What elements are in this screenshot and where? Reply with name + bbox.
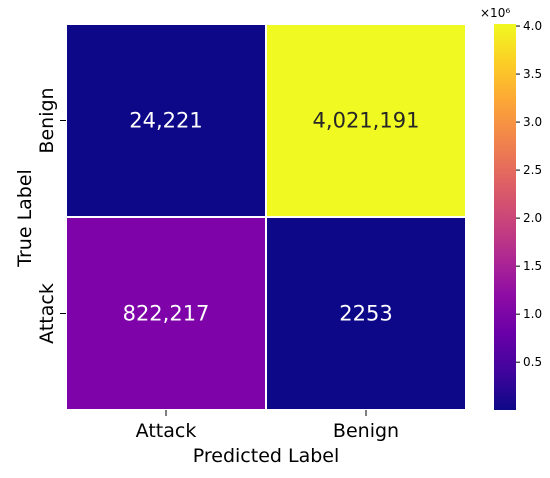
colorbar-tick-label: 4.0 [523, 19, 542, 33]
cell-value-label: 4,021,191 [313, 109, 420, 133]
colorbar-tick-label: 0.5 [523, 355, 542, 369]
colorbar-tick-label: 2.0 [523, 211, 542, 225]
x-tick-label: Attack [136, 420, 197, 442]
y-tick-label: Attack [36, 283, 58, 344]
colorbar-tick-label: 2.5 [523, 163, 542, 177]
colorbar-tick-label: 3.5 [523, 67, 542, 81]
cell-value-label: 24,221 [129, 109, 202, 133]
colorbar [494, 24, 516, 410]
cell-value-label: 2253 [339, 302, 392, 326]
colorbar-tick-label: 1.5 [523, 259, 542, 273]
heatmap-cell-benign-benign [265, 23, 467, 218]
colorbar-tick-label: 1.0 [523, 307, 542, 321]
heatmap-cell-benign-attack [65, 23, 267, 218]
heatmap-cell-attack-benign [265, 216, 467, 411]
colorbar-multiplier-label: ×10⁶ [480, 6, 510, 20]
x-axis-title: Predicted Label [193, 445, 340, 467]
heatmap-cell-attack-attack [65, 216, 267, 411]
cell-value-label: 822,217 [123, 302, 210, 326]
y-tick-label: Benign [36, 87, 58, 153]
x-tick-label: Benign [333, 420, 399, 442]
colorbar-tick-label: 3.0 [523, 115, 542, 129]
y-axis-title: True Label [14, 169, 36, 268]
